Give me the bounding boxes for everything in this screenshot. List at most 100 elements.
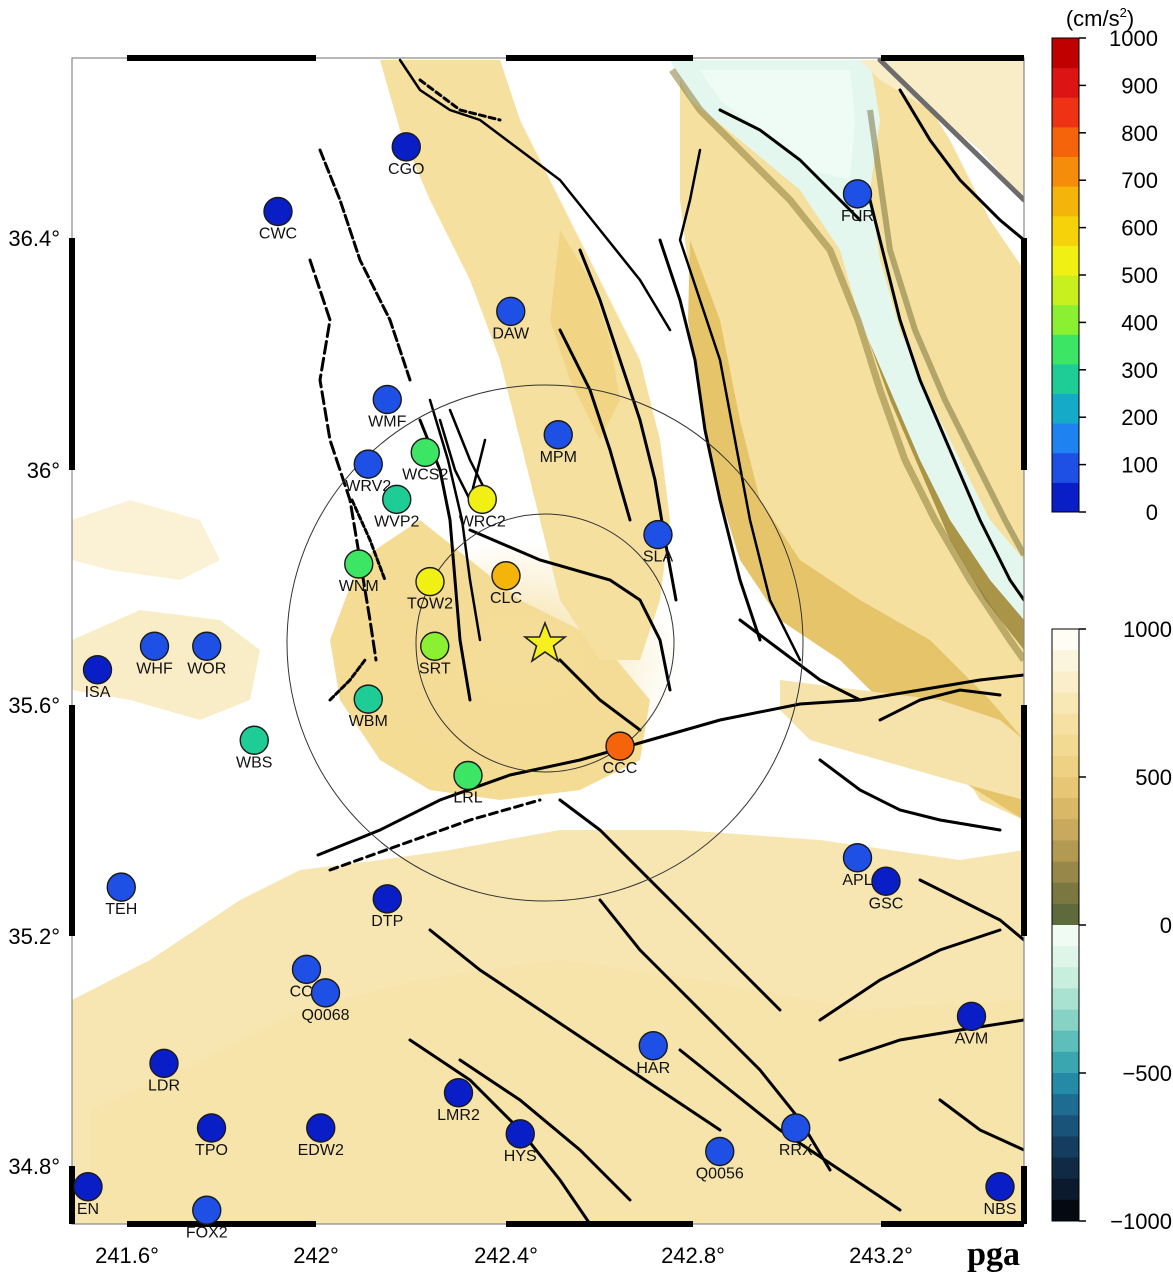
station-marker-daw[interactable] <box>496 296 526 327</box>
station-marker-edw2[interactable] <box>306 1113 336 1143</box>
topo-tick-label: −500 <box>1122 1061 1172 1086</box>
station-marker-fox2[interactable] <box>192 1195 222 1225</box>
station-marker-clc[interactable] <box>491 561 521 591</box>
colorbar-swatch <box>1052 38 1079 69</box>
topo-tick-label: 500 <box>1135 765 1172 790</box>
station-marker-whf[interactable] <box>139 631 170 661</box>
station-marker-lmr2[interactable] <box>443 1078 474 1108</box>
outer-distance-ring <box>286 384 804 902</box>
station-label: GSC <box>869 895 904 912</box>
station-label: NBS <box>984 1201 1017 1218</box>
topo-swatch <box>1052 861 1079 884</box>
station-label: WBM <box>349 713 388 730</box>
station-layer: CGO CWC FUR DAW WMF MPM WRV2 WCS2 WVP2 WRC2 SLA WNM… <box>73 132 1017 1241</box>
station-marker-wor[interactable] <box>192 631 222 661</box>
station-label: EDW2 <box>298 1142 344 1159</box>
inner-distance-ring <box>415 513 675 773</box>
station-label: TOW2 <box>407 596 453 613</box>
colorbar-swatch <box>1052 186 1079 217</box>
station-marker-wcs2[interactable] <box>410 437 440 468</box>
station-marker-isa[interactable] <box>82 655 113 685</box>
station-marker-en[interactable] <box>73 1172 103 1202</box>
colorbar-swatch <box>1052 363 1079 394</box>
station-label: LMR2 <box>437 1107 480 1124</box>
epicenter-star-icon <box>522 620 568 663</box>
topo-tick-label: −1000 <box>1110 1209 1172 1234</box>
topo-swatch <box>1052 713 1079 736</box>
station-marker-sla[interactable] <box>643 519 673 550</box>
station-marker-fur[interactable] <box>842 179 873 209</box>
colorbar-tick-label: 300 <box>1121 358 1158 383</box>
station-label: CCC <box>603 760 638 777</box>
garlock-fault <box>316 673 1024 857</box>
station-marker-hys[interactable] <box>505 1119 535 1149</box>
colorbar-tick-label: 500 <box>1121 263 1158 288</box>
station-label: WRC2 <box>459 513 506 530</box>
station-marker-cca[interactable] <box>291 954 322 985</box>
station-marker-tow2[interactable] <box>415 566 445 597</box>
station-marker-mpm[interactable] <box>543 420 573 450</box>
station-marker-q0056[interactable] <box>705 1136 735 1167</box>
station-label: HAR <box>636 1060 670 1077</box>
station-marker-q0068[interactable] <box>310 978 341 1008</box>
station-marker-gsc[interactable] <box>871 866 901 896</box>
station-marker-apl[interactable] <box>842 843 873 873</box>
lon-tick: 242.8° <box>661 1243 725 1268</box>
topo-swatch <box>1052 988 1079 1011</box>
station-marker-har[interactable] <box>638 1031 668 1061</box>
station-marker-cwc[interactable] <box>263 196 293 227</box>
topo-swatch <box>1052 629 1079 651</box>
station-marker-lrl[interactable] <box>453 760 483 791</box>
station-label: EN <box>77 1201 99 1218</box>
colorbar-swatch <box>1052 304 1079 335</box>
station-marker-wrc2[interactable] <box>467 484 497 515</box>
station-marker-wnm[interactable] <box>344 549 374 579</box>
topo-swatch <box>1052 671 1079 693</box>
colorbar-swatch <box>1052 215 1079 246</box>
station-marker-dtp[interactable] <box>372 884 402 914</box>
station-label: Q0056 <box>696 1166 744 1183</box>
colorbar-swatch <box>1052 275 1079 306</box>
station-marker-nbs[interactable] <box>985 1172 1015 1202</box>
topo-swatch <box>1052 1030 1079 1053</box>
station-label: FUR <box>841 208 874 225</box>
topo-swatch <box>1052 1115 1079 1137</box>
topo-tick-label: 1000 <box>1123 617 1172 642</box>
station-marker-wbs[interactable] <box>239 725 269 755</box>
colorbar-tick-label: 700 <box>1121 168 1158 193</box>
station-marker-srt[interactable] <box>420 631 450 661</box>
colorbar-swatch <box>1052 245 1079 276</box>
topo-tick-label: 0 <box>1160 913 1172 938</box>
station-marker-tpo[interactable] <box>196 1113 227 1143</box>
panel-label: pga <box>967 1236 1020 1273</box>
station-label: WHF <box>136 660 173 677</box>
topo-swatch <box>1052 692 1079 715</box>
map-frame <box>69 55 1027 1227</box>
lat-tick: 35.6° <box>8 693 60 718</box>
station-marker-wvp2[interactable] <box>382 484 412 515</box>
topo-swatch <box>1052 650 1079 672</box>
station-label: CWC <box>259 226 297 243</box>
station-marker-wrv2[interactable] <box>353 449 383 479</box>
station-marker-rrx[interactable] <box>781 1113 811 1143</box>
station-marker-cgo[interactable] <box>391 132 421 162</box>
lon-tick: 243.2° <box>849 1243 913 1268</box>
lat-tick: 36.4° <box>8 226 60 251</box>
station-marker-ldr[interactable] <box>149 1048 179 1079</box>
lon-tick: 242° <box>293 1243 339 1268</box>
station-label: AVM <box>955 1030 988 1047</box>
colorbar-swatch <box>1052 156 1079 187</box>
station-marker-ccc[interactable] <box>605 731 635 761</box>
colorbar-tick-label: 200 <box>1121 405 1158 430</box>
station-marker-teh[interactable] <box>106 872 136 902</box>
station-label: WCS2 <box>402 466 448 483</box>
station-marker-wbm[interactable] <box>353 684 383 714</box>
station-label: RRX <box>779 1142 813 1159</box>
longitude-axis: 241.6° 242° 242.4° 242.8° 243.2° <box>95 1243 913 1268</box>
station-label: TPO <box>195 1142 228 1159</box>
station-marker-wmf[interactable] <box>372 384 402 415</box>
station-marker-avm[interactable] <box>956 1001 987 1032</box>
station-label: ISA <box>85 684 111 701</box>
station-label: CGO <box>388 161 424 178</box>
